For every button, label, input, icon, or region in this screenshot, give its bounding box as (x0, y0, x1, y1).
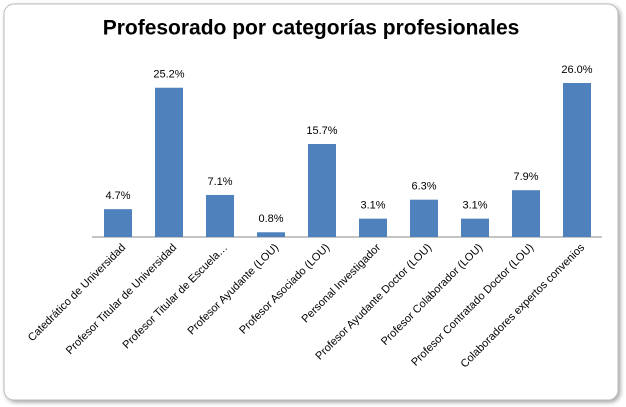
value-label: 3.1% (462, 200, 487, 212)
bar (155, 87, 183, 237)
value-label: 6.3% (411, 181, 436, 193)
value-label: 7.9% (513, 171, 538, 183)
bar (512, 190, 540, 237)
value-label: 4.7% (105, 190, 130, 202)
bar (206, 194, 234, 237)
value-label: 25.2% (153, 69, 184, 81)
value-label: 0.8% (258, 213, 283, 225)
bar (257, 232, 285, 237)
bar (308, 144, 336, 237)
bar (461, 218, 489, 237)
bar (563, 83, 591, 237)
value-label: 15.7% (306, 125, 337, 137)
value-label: 3.1% (360, 200, 385, 212)
bar (359, 218, 387, 237)
chart-title: Profesorado por categorías profesionales (103, 17, 520, 40)
bar (104, 209, 132, 237)
bar (410, 199, 438, 237)
value-label: 26.0% (561, 64, 592, 76)
value-label: 7.1% (207, 176, 232, 188)
